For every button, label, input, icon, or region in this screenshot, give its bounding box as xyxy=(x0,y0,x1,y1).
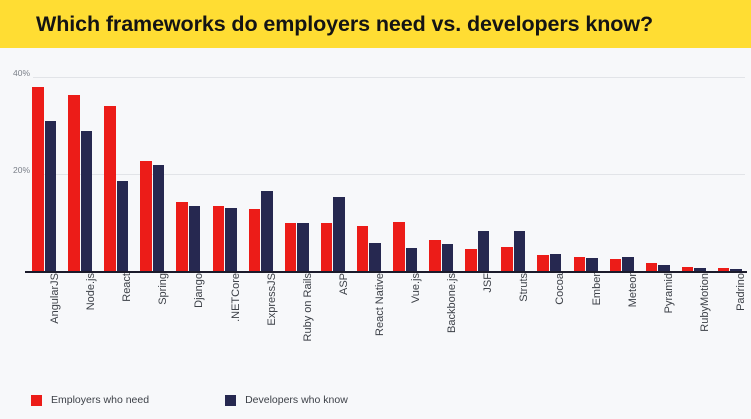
bar-developers-who-know xyxy=(225,207,237,271)
bar-group xyxy=(645,48,670,271)
bar-employers-who-need xyxy=(645,262,658,271)
bar-employers-who-need xyxy=(429,239,441,271)
bar-group xyxy=(609,48,634,271)
legend-item-employers: Employers who need xyxy=(31,394,149,406)
bar-series-layer xyxy=(25,48,747,271)
bar-employers-who-need xyxy=(393,221,405,271)
legend-label-developers: Developers who know xyxy=(245,394,348,406)
bar-group xyxy=(68,48,93,271)
x-axis-tick-label: Struts xyxy=(518,273,531,302)
bar-group xyxy=(537,48,562,271)
x-axis-tick-label: .NETCore xyxy=(229,273,242,322)
bar-developers-who-know xyxy=(730,268,742,271)
bar-developers-who-know xyxy=(405,247,418,271)
bar-employers-who-need xyxy=(284,222,297,271)
bar-developers-who-know xyxy=(477,231,490,271)
x-axis-tick-label: Pyramid xyxy=(662,273,675,314)
bar-employers-who-need xyxy=(573,257,586,271)
bar-developers-who-know xyxy=(549,253,562,271)
x-axis-tick-label: Backbone.js xyxy=(446,273,459,333)
gridline-40% xyxy=(33,77,745,78)
bar-group xyxy=(429,48,454,271)
bar-developers-who-know xyxy=(441,243,454,271)
x-axis-tick-label: AngularJS xyxy=(49,273,62,324)
bar-employers-who-need xyxy=(717,268,730,271)
x-axis-tick-label: Spring xyxy=(157,273,170,305)
bar-group xyxy=(320,48,345,271)
bar-group xyxy=(140,48,165,271)
x-axis-tick-label: Vue.js xyxy=(410,273,423,304)
bar-group xyxy=(393,48,418,271)
bar-employers-who-need xyxy=(609,259,622,271)
bar-developers-who-know xyxy=(297,222,309,271)
x-axis-tick-label: Cocoa xyxy=(554,273,567,305)
bar-employers-who-need xyxy=(465,248,477,271)
y-axis-tick-label: 20% xyxy=(12,165,30,175)
x-axis-tick-label: Ember xyxy=(590,273,603,306)
bar-group xyxy=(573,48,598,271)
bar-employers-who-need xyxy=(32,86,44,271)
bar-employers-who-need xyxy=(681,266,694,271)
bar-employers-who-need xyxy=(68,95,80,271)
bar-developers-who-know xyxy=(152,165,165,271)
x-axis-tick-label: Node.js xyxy=(85,273,98,311)
bar-employers-who-need xyxy=(176,202,188,271)
bar-employers-who-need xyxy=(104,106,116,271)
bar-group xyxy=(717,48,742,271)
bar-group xyxy=(32,48,57,271)
x-axis-tick-label: ASP xyxy=(337,273,350,296)
bar-developers-who-know xyxy=(513,231,526,271)
chart-legend: Employers who need Developers who know xyxy=(0,389,751,411)
bar-employers-who-need xyxy=(248,208,261,271)
bar-group xyxy=(248,48,273,271)
title-banner: Which frameworks do employers need vs. d… xyxy=(0,0,751,48)
bar-developers-who-know xyxy=(116,180,129,271)
bar-employers-who-need xyxy=(320,222,333,271)
bar-group xyxy=(465,48,490,271)
bar-developers-who-know xyxy=(44,121,57,271)
x-axis-tick-label: Padrino xyxy=(734,273,747,311)
bar-developers-who-know xyxy=(369,242,381,271)
bar-group xyxy=(356,48,381,271)
bar-employers-who-need xyxy=(212,205,225,271)
bar-developers-who-know xyxy=(80,131,93,271)
bar-developers-who-know xyxy=(586,258,598,271)
bar-group xyxy=(176,48,201,271)
x-axis-tick-label: React xyxy=(121,273,134,302)
chart-plot-area: 20% 40% AngularJS Node.js React Spring Django… xyxy=(0,48,751,419)
x-axis-tick-label: ExpressJS xyxy=(265,273,278,326)
bar-employers-who-need xyxy=(140,161,152,271)
bar-employers-who-need xyxy=(356,226,369,271)
bar-group xyxy=(681,48,706,271)
bar-developers-who-know xyxy=(188,205,201,271)
bar-group xyxy=(284,48,309,271)
x-axis-baseline xyxy=(25,271,747,273)
x-axis-tick-label: React Native xyxy=(373,273,386,336)
gridline-20% xyxy=(33,174,745,175)
bar-developers-who-know xyxy=(694,268,706,271)
x-axis-tick-label: JSF xyxy=(482,273,495,293)
x-axis-labels: AngularJS Node.js React Spring Django .NETCor… xyxy=(25,273,747,373)
square-swatch-red-icon xyxy=(31,394,42,406)
bar-employers-who-need xyxy=(501,246,513,271)
x-axis-tick-label: Django xyxy=(193,273,206,308)
bar-developers-who-know xyxy=(622,257,634,271)
page-title: Which frameworks do employers need vs. d… xyxy=(36,11,653,36)
square-swatch-navy-icon xyxy=(225,394,237,406)
bar-developers-who-know xyxy=(333,196,345,271)
bar-group xyxy=(501,48,526,271)
y-axis-tick-label: 40% xyxy=(12,68,30,78)
legend-item-developers: Developers who know xyxy=(225,394,348,406)
legend-label-employers: Employers who need xyxy=(51,394,150,406)
bar-group xyxy=(212,48,237,271)
bar-developers-who-know xyxy=(261,190,273,271)
bar-group xyxy=(104,48,129,271)
x-axis-tick-label: Meteor xyxy=(626,273,639,308)
x-axis-tick-label: Ruby on Rails xyxy=(301,273,314,342)
bar-employers-who-need xyxy=(537,254,549,271)
x-axis-tick-label: RubyMotion xyxy=(698,273,711,332)
bar-developers-who-know xyxy=(658,264,670,271)
